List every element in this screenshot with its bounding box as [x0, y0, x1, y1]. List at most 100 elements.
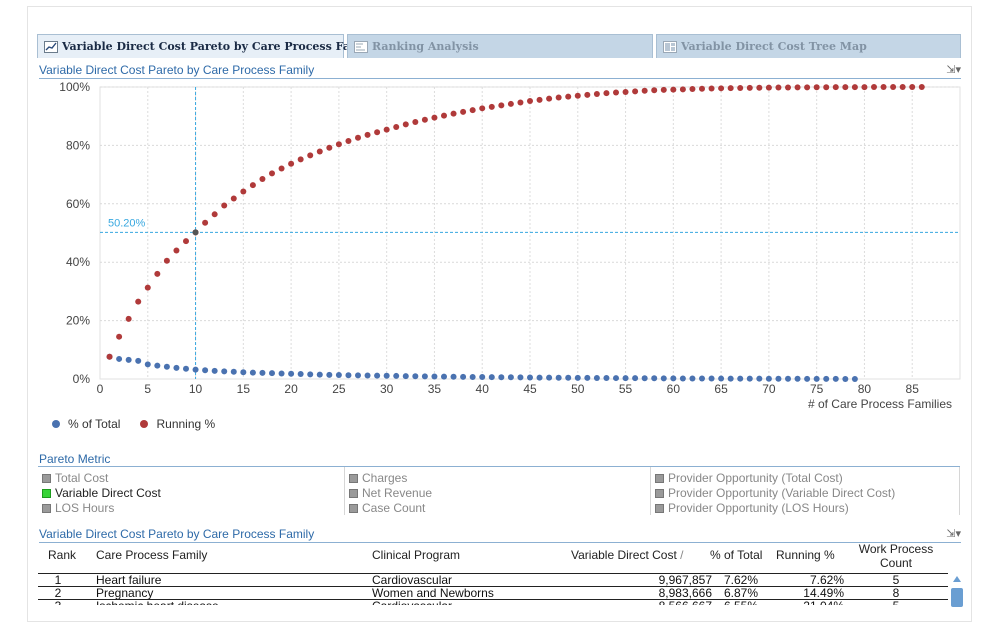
metric-option-net-revenue[interactable]: Net Revenue — [349, 486, 432, 500]
column-header-work-process-count[interactable]: Work Process Count — [858, 542, 934, 570]
metric-option-los-hours[interactable]: LOS Hours — [42, 501, 114, 515]
cell-clinical-program: Cardiovascular — [372, 600, 452, 606]
running-percent-point — [546, 95, 553, 102]
cell-care-process-family: Ischemic heart disease — [96, 600, 219, 606]
y-tick-label: 40% — [66, 255, 90, 269]
running-percent-point — [785, 84, 791, 91]
running-percent-point — [871, 84, 877, 91]
running-percent-point — [441, 112, 447, 119]
column-header-percent-of-total[interactable]: % of Total — [710, 548, 763, 562]
running-percent-point — [460, 108, 467, 115]
running-percent-point — [374, 129, 381, 136]
percent-total-point — [593, 374, 600, 381]
checkbox-icon — [42, 503, 51, 513]
percent-total-point — [488, 374, 495, 381]
table-row[interactable]: 2 Pregnancy Women and Newborns 8,983,666 6.8… — [38, 586, 948, 600]
running-percent-point — [890, 84, 897, 91]
percent-total-point — [632, 375, 639, 382]
column-header-variable-direct-cost[interactable]: Variable Direct Cost / — [571, 548, 684, 562]
panel-menu-icon[interactable]: ⇲▾ — [946, 64, 961, 76]
percent-total-point — [737, 375, 744, 382]
running-percent-point — [297, 156, 304, 163]
scroll-up-icon[interactable] — [953, 576, 961, 582]
percent-total-point — [746, 375, 753, 382]
x-tick-label: 40 — [476, 382, 490, 396]
percent-total-point — [469, 373, 476, 380]
legend-item-running-percent[interactable]: Running % — [140, 417, 215, 431]
percent-total-point — [307, 371, 314, 378]
percent-total-point — [374, 372, 381, 379]
tab-tree-map[interactable]: Variable Direct Cost Tree Map — [656, 34, 961, 58]
running-percent-point — [756, 84, 763, 91]
metric-option-provider-opportunity-los-hours[interactable]: Provider Opportunity (LOS Hours) — [655, 501, 849, 515]
percent-total-point — [355, 372, 361, 379]
y-tick-label: 100% — [59, 80, 90, 94]
running-percent-point — [699, 85, 705, 92]
running-percent-point — [154, 270, 161, 277]
percent-total-point — [460, 373, 467, 380]
x-tick-label: 85 — [906, 382, 920, 396]
running-percent-point — [823, 84, 830, 91]
x-tick-label: 50 — [571, 382, 585, 396]
running-percent-point — [450, 110, 457, 117]
running-percent-point — [899, 84, 906, 91]
metric-option-charges[interactable]: Charges — [349, 471, 407, 485]
running-percent-point — [880, 84, 887, 91]
metric-option-label: Charges — [362, 471, 408, 485]
percent-total-point — [660, 375, 667, 382]
running-percent-point — [488, 103, 495, 110]
running-percent-point — [183, 238, 189, 245]
percent-total-point — [288, 370, 295, 377]
tab-bar: Variable Direct Cost Pareto by Care Proc… — [37, 34, 961, 58]
cell-running-percent: 21.04% — [768, 600, 844, 606]
tab-label: Variable Direct Cost Tree Map — [681, 40, 867, 53]
table-row[interactable]: 1 Heart failure Cardiovascular 9,967,857 7.6… — [38, 573, 948, 587]
panel-menu-icon[interactable]: ⇲▾ — [946, 528, 961, 540]
x-tick-label: 0 — [97, 382, 104, 396]
column-header-rank[interactable]: Rank — [48, 548, 77, 562]
tab-pareto[interactable]: Variable Direct Cost Pareto by Care Proc… — [37, 34, 376, 58]
metric-option-label: Total Cost — [55, 471, 109, 485]
column-header-clinical-program[interactable]: Clinical Program — [372, 548, 461, 562]
pareto-table: Rank Care Process Family Clinical Progra… — [38, 541, 948, 605]
running-percent-point — [613, 89, 619, 96]
running-percent-point — [412, 119, 419, 126]
x-tick-label: 35 — [428, 382, 442, 396]
metric-option-total-cost[interactable]: Total Cost — [42, 471, 108, 485]
cell-care-process-family: Pregnancy — [96, 586, 154, 600]
x-axis-label: # of Care Process Families — [808, 397, 952, 411]
metric-option-provider-opportunity-vdc[interactable]: Provider Opportunity (Variable Direct Co… — [655, 486, 895, 500]
table-row[interactable]: 3 Ischemic heart disease Cardiovascular 8,5… — [38, 599, 948, 605]
metric-option-case-count[interactable]: Case Count — [349, 501, 425, 515]
metric-option-provider-opportunity-total-cost[interactable]: Provider Opportunity (Total Cost) — [655, 471, 843, 485]
tab-ranking-analysis[interactable]: Ranking Analysis — [347, 34, 653, 58]
percent-total-point — [431, 373, 438, 380]
legend-label: Running % — [156, 417, 216, 431]
percent-total-point — [804, 375, 811, 382]
scroll-thumb[interactable] — [951, 588, 963, 607]
metric-option-variable-direct-cost[interactable]: Variable Direct Cost — [42, 486, 161, 500]
running-percent-point — [202, 219, 209, 226]
running-percent-point — [536, 96, 543, 103]
running-percent-point — [125, 315, 132, 322]
percent-total-point — [393, 372, 400, 379]
percent-total-point — [794, 375, 801, 382]
legend-item-percent-total[interactable]: % of Total — [52, 417, 120, 431]
running-percent-point — [641, 87, 648, 94]
running-percent-point — [393, 124, 400, 131]
running-percent-point — [431, 114, 438, 121]
percent-total-point — [536, 374, 543, 381]
running-percent-point — [565, 93, 572, 100]
line-chart-icon — [44, 40, 58, 53]
table-scrollbar[interactable] — [950, 573, 964, 609]
percent-total-point — [555, 374, 562, 381]
x-tick-label: 15 — [237, 382, 251, 396]
running-percent-point — [116, 333, 123, 340]
cell-work-process-count: 5 — [892, 573, 900, 587]
running-percent-point — [593, 91, 600, 98]
percent-total-point — [441, 373, 447, 380]
running-percent-point — [660, 86, 667, 93]
column-header-care-process-family[interactable]: Care Process Family — [96, 548, 208, 562]
column-header-running-percent[interactable]: Running % — [776, 548, 835, 562]
running-percent-point — [402, 121, 409, 128]
